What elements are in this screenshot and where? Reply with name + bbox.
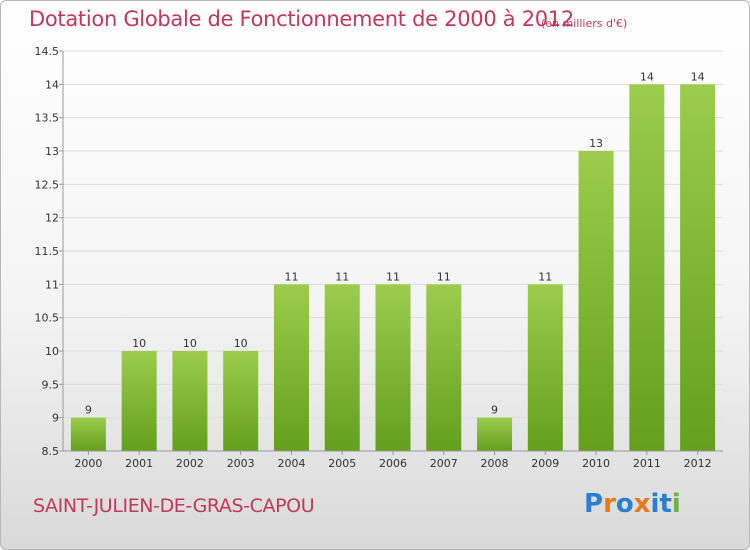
bar (273, 284, 309, 451)
bar (527, 284, 563, 451)
y-tick-label: 13 (45, 145, 59, 158)
x-tick-label: 2009 (531, 457, 559, 470)
logo-letter: P (584, 489, 604, 519)
x-tick-label: 2008 (481, 457, 509, 470)
y-tick-label: 12 (45, 212, 59, 225)
bar-value-label: 14 (691, 70, 705, 83)
bar (121, 351, 157, 451)
bar-value-label: 11 (437, 270, 451, 283)
bar (324, 284, 360, 451)
bar (477, 417, 513, 451)
bars: 9 10 10 10 11 11 11 11 9 11 13 14 14 (70, 70, 716, 451)
logo-letter: x (633, 489, 651, 519)
bar-value-label: 10 (183, 337, 197, 350)
x-tick-label: 2010 (582, 457, 610, 470)
x-tick-label: 2005 (328, 457, 356, 470)
bar-value-label: 11 (335, 270, 349, 283)
commune-name: SAINT-JULIEN-DE-GRAS-CAPOU (33, 495, 315, 517)
x-tick-label: 2004 (277, 457, 305, 470)
bar (172, 351, 208, 451)
bar-value-label: 13 (589, 137, 603, 150)
proxiti-logo: Proxiti (584, 489, 681, 519)
chart-title: Dotation Globale de Fonctionnement de 20… (29, 7, 574, 31)
y-tick-label: 13.5 (35, 112, 60, 125)
logo-letter: i (671, 489, 681, 519)
y-tick-label: 8.5 (42, 445, 60, 458)
x-tick-label: 2011 (633, 457, 661, 470)
bar (629, 84, 665, 451)
logo-letter: t (659, 489, 672, 519)
x-tick-label: 2006 (379, 457, 407, 470)
bar-value-label: 11 (386, 270, 400, 283)
bar-value-label: 10 (234, 337, 248, 350)
y-tick-label: 11 (45, 278, 59, 291)
bar-value-label: 9 (85, 404, 92, 417)
bar-value-label: 14 (640, 70, 654, 83)
bar (578, 151, 614, 451)
y-tick-label: 14 (45, 78, 59, 91)
y-tick-label: 12.5 (35, 178, 60, 191)
x-axis: 2000 2001 2002 2003 2004 2005 2006 2007 2008 2009… (74, 451, 712, 470)
x-tick-label: 2012 (684, 457, 712, 470)
bar-value-label: 10 (132, 337, 146, 350)
bar-value-label: 11 (538, 270, 552, 283)
y-tick-label: 9 (52, 412, 59, 425)
bar (426, 284, 462, 451)
bar (223, 351, 259, 451)
bar-value-label: 9 (491, 404, 498, 417)
x-tick-label: 2002 (176, 457, 204, 470)
bar (375, 284, 411, 451)
chart-unit: (en milliers d'€) (541, 17, 628, 30)
logo-letter: o (615, 489, 634, 519)
x-tick-label: 2007 (430, 457, 458, 470)
y-axis: 8.5 9 9.5 10 10.5 11 11.5 12 12.5 13 13.5 14 14.5 (35, 45, 63, 458)
x-tick-label: 2003 (227, 457, 255, 470)
y-tick-label: 9.5 (42, 378, 60, 391)
y-tick-label: 14.5 (35, 45, 60, 58)
y-tick-label: 10.5 (35, 312, 60, 325)
x-tick-label: 2000 (74, 457, 102, 470)
bar (70, 417, 106, 451)
y-tick-label: 10 (45, 345, 59, 358)
logo-letter: r (603, 489, 616, 519)
x-tick-label: 2001 (125, 457, 153, 470)
y-tick-label: 11.5 (35, 245, 60, 258)
bar-value-label: 11 (284, 270, 298, 283)
logo-letter: i (650, 489, 660, 519)
bar (680, 84, 716, 451)
